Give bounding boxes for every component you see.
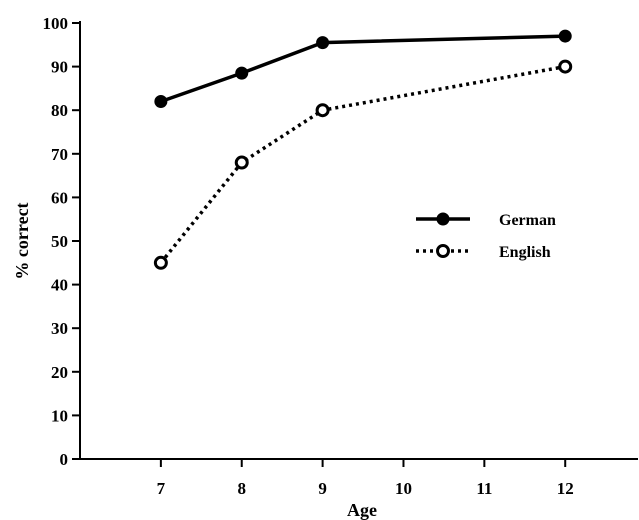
legend-item-german: German — [416, 212, 556, 229]
x-axis-title: Age — [347, 500, 377, 520]
series-layer — [153, 29, 573, 270]
y-tick-label: 0 — [60, 450, 69, 469]
x-tick-label: 8 — [237, 479, 246, 498]
series-line — [159, 64, 566, 264]
y-tick-label: 20 — [51, 363, 68, 382]
data-point — [153, 255, 168, 270]
x-tick-label: 10 — [395, 479, 412, 498]
x-tick-label: 12 — [557, 479, 574, 498]
y-tick-label: 100 — [43, 14, 69, 33]
legend-label: German — [499, 212, 556, 229]
series-english — [153, 59, 573, 270]
legend-item-english: English — [416, 244, 551, 261]
legend: German English — [416, 212, 556, 261]
y-tick-label: 30 — [51, 319, 68, 338]
y-axis-title: % correct — [12, 202, 32, 279]
data-point — [234, 155, 249, 170]
y-tick-label: 50 — [51, 232, 68, 251]
data-point — [235, 66, 249, 80]
data-point — [315, 103, 330, 118]
y-tick-label: 90 — [51, 58, 68, 77]
axes — [79, 21, 638, 460]
legend-marker — [436, 212, 450, 226]
series-german — [154, 29, 572, 108]
y-tick-label: 60 — [51, 188, 68, 207]
data-point — [558, 29, 572, 43]
x-tick-label: 7 — [157, 479, 166, 498]
data-point — [154, 94, 168, 108]
y-axis-ticks: 0 10 20 30 40 50 60 70 80 90 100 — [43, 14, 80, 469]
x-tick-label: 11 — [476, 479, 492, 498]
x-tick-label: 9 — [318, 479, 327, 498]
y-tick-label: 70 — [51, 145, 68, 164]
y-tick-label: 80 — [51, 101, 68, 120]
data-point — [558, 59, 573, 74]
series-line — [160, 34, 566, 104]
data-point — [316, 36, 330, 50]
x-axis-ticks: 7 8 9 10 11 12 — [157, 459, 574, 498]
legend-marker — [436, 244, 450, 258]
legend-label: English — [499, 244, 551, 261]
y-tick-label: 40 — [51, 276, 68, 295]
y-tick-label: 10 — [51, 406, 68, 425]
